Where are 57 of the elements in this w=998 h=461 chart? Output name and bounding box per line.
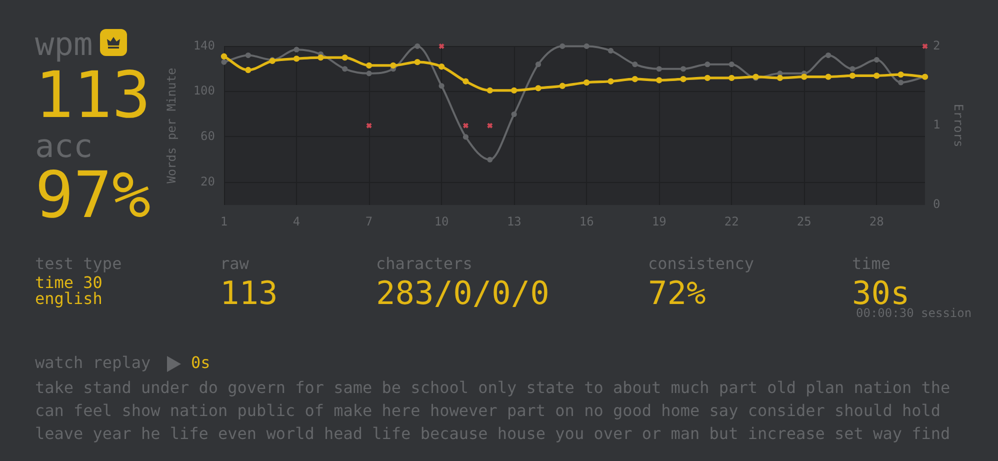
text: 283/0/0/0 xyxy=(376,274,550,312)
point xyxy=(850,66,856,72)
point xyxy=(776,74,784,82)
point xyxy=(245,66,252,74)
point xyxy=(221,59,227,65)
point xyxy=(414,58,420,66)
point xyxy=(487,156,493,162)
point xyxy=(632,76,638,82)
point xyxy=(559,82,566,89)
point xyxy=(294,46,300,52)
point xyxy=(680,76,686,82)
point xyxy=(608,78,614,84)
point xyxy=(608,48,614,54)
point xyxy=(728,74,735,82)
point xyxy=(704,74,711,82)
point xyxy=(898,71,904,78)
point xyxy=(656,77,662,84)
point xyxy=(632,62,638,68)
point xyxy=(584,43,590,49)
point xyxy=(220,53,228,60)
point xyxy=(898,80,904,86)
point xyxy=(462,134,469,140)
text: 97% xyxy=(35,159,151,233)
point xyxy=(342,54,348,61)
point xyxy=(510,87,518,94)
point xyxy=(535,62,542,68)
point xyxy=(825,74,832,80)
point xyxy=(511,111,517,118)
point xyxy=(366,62,372,69)
text: 0s xyxy=(191,353,210,372)
point xyxy=(342,66,348,72)
point xyxy=(462,78,469,84)
point xyxy=(486,87,493,94)
point xyxy=(874,57,880,63)
point xyxy=(849,72,856,79)
text: time 30 xyxy=(35,273,102,292)
point xyxy=(390,62,396,69)
point xyxy=(535,85,542,92)
point xyxy=(826,52,832,58)
text: english xyxy=(35,289,102,308)
point xyxy=(583,79,590,86)
point xyxy=(704,62,710,68)
point xyxy=(414,43,420,49)
point xyxy=(560,43,566,49)
point xyxy=(438,83,444,89)
point xyxy=(366,70,372,76)
point xyxy=(245,52,251,58)
point xyxy=(680,66,686,72)
point xyxy=(656,66,662,72)
text: 72% xyxy=(648,274,706,312)
point xyxy=(728,62,734,68)
text: 113 xyxy=(220,274,278,312)
point xyxy=(874,72,880,79)
point xyxy=(293,56,300,62)
point xyxy=(318,54,324,61)
point xyxy=(801,74,808,80)
point xyxy=(438,64,445,70)
